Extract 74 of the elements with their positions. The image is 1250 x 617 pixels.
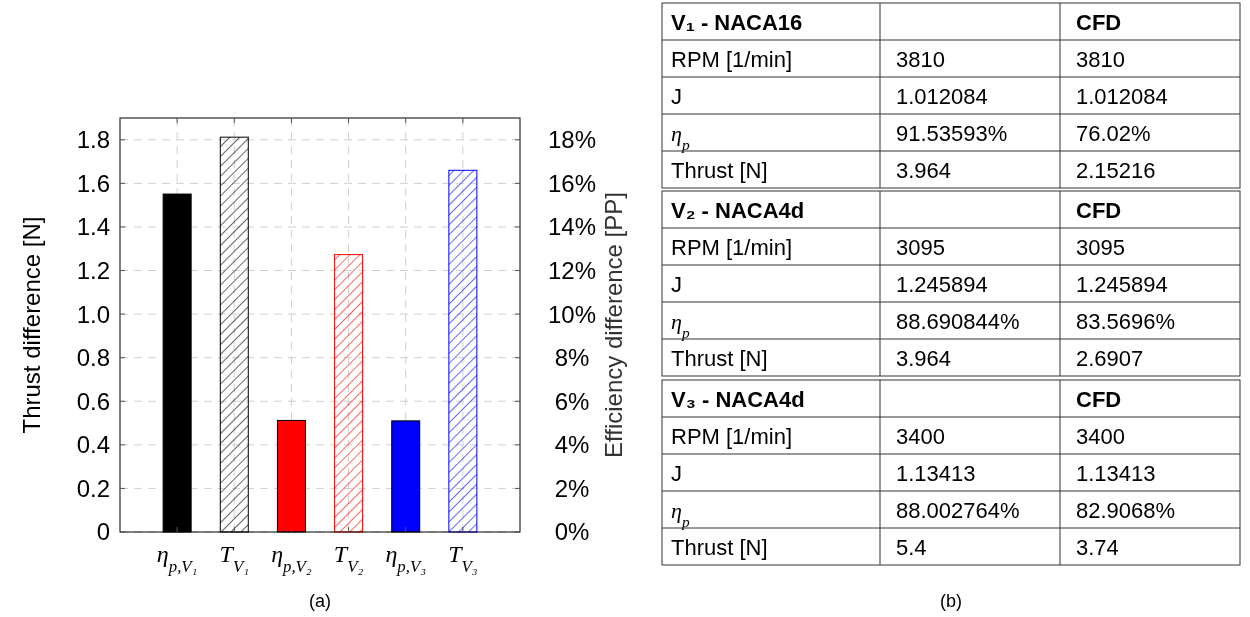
text: 3.964 — [896, 346, 952, 371]
x-tick-label: T$_{V₂}$ — [333, 541, 364, 576]
text: 3095 — [1076, 235, 1125, 260]
text: (b) — [940, 591, 962, 611]
text: 3.964 — [896, 158, 952, 183]
y2-tick-label: 18% — [547, 126, 597, 154]
y-tick-label: 1.2 — [76, 256, 110, 284]
x-tick-label: T$_{V₁}$ — [219, 541, 250, 576]
text: 2.6907 — [1076, 346, 1144, 371]
text: RPM [1/min] — [671, 235, 793, 260]
text: η$_{p}$ — [671, 498, 690, 530]
y2-axis-title: Efficiency difference [PP] — [600, 192, 627, 458]
text: V₁ - NACA16 — [671, 10, 803, 35]
text: 1.13413 — [896, 461, 976, 486]
text: 1.245894 — [1076, 272, 1168, 297]
text: (a) — [309, 591, 331, 611]
bar — [334, 254, 364, 533]
text: Thrust [N] — [671, 158, 768, 183]
text: 3400 — [1076, 424, 1125, 449]
text: Thrust [N] — [671, 346, 768, 371]
text: 82.9068% — [1076, 498, 1176, 523]
text: η$_{p}$ — [671, 309, 690, 341]
y2-tick-label: 12% — [547, 256, 597, 284]
text: 1.13413 — [1076, 461, 1156, 486]
text: J — [671, 461, 682, 486]
text: 3400 — [896, 424, 945, 449]
text: 3810 — [896, 47, 945, 72]
y2-tick-label: 6% — [554, 387, 590, 415]
text: 3095 — [896, 235, 945, 260]
y-tick-label: 1.6 — [76, 169, 110, 197]
text: RPM [1/min] — [671, 424, 793, 449]
y-tick-label: 0.4 — [76, 431, 110, 459]
text: 5.4 — [896, 535, 927, 560]
y-tick-label: 0.6 — [76, 387, 110, 415]
y2-tick-label: 16% — [547, 169, 597, 197]
text: 1.012084 — [896, 84, 988, 109]
x-tick-label: η$_{p,V₁}$ — [156, 541, 198, 576]
text: V₂ - NACA4d — [671, 198, 805, 223]
y2-tick-label: 4% — [554, 431, 590, 459]
y2-tick-label: 14% — [547, 213, 597, 241]
y2-tick-label: 2% — [554, 474, 590, 502]
text: J — [671, 272, 682, 297]
y-tick-label: 0.2 — [76, 474, 110, 502]
x-tick-label: T$_{V₃}$ — [448, 541, 478, 576]
text: 3810 — [1076, 47, 1125, 72]
text: η$_{p}$ — [671, 121, 690, 153]
y-tick-label: 0 — [96, 518, 110, 546]
y-axis-title: Thrust difference [N] — [18, 216, 45, 434]
text: 1.245894 — [896, 272, 988, 297]
y-tick-label: 1.0 — [76, 300, 110, 328]
text: 2.15216 — [1076, 158, 1156, 183]
text: 83.5696% — [1076, 309, 1176, 334]
y-tick-label: 1.8 — [76, 126, 110, 154]
text: 91.53593% — [896, 121, 1008, 146]
text: V₃ - NACA4d — [671, 387, 805, 412]
text: 76.02% — [1076, 121, 1151, 146]
text: CFD — [1076, 198, 1122, 223]
y2-tick-label: 0% — [554, 518, 590, 546]
bar — [448, 169, 478, 533]
text: 1.012084 — [1076, 84, 1168, 109]
y-tick-label: 1.4 — [76, 213, 110, 241]
y-tick-label: 0.8 — [76, 344, 110, 372]
text: CFD — [1076, 10, 1122, 35]
text: CFD — [1076, 387, 1122, 412]
text: 88.690844% — [896, 309, 1020, 334]
text: J — [671, 84, 682, 109]
y2-tick-label: 8% — [554, 344, 590, 372]
x-tick-label: η$_{p,V₂}$ — [271, 541, 312, 576]
text: 88.002764% — [896, 498, 1020, 523]
y2-tick-label: 10% — [547, 300, 597, 328]
text: Thrust [N] — [671, 535, 768, 560]
text: 3.74 — [1076, 535, 1119, 560]
text: RPM [1/min] — [671, 47, 793, 72]
x-tick-label: η$_{p,V₃}$ — [385, 541, 427, 576]
